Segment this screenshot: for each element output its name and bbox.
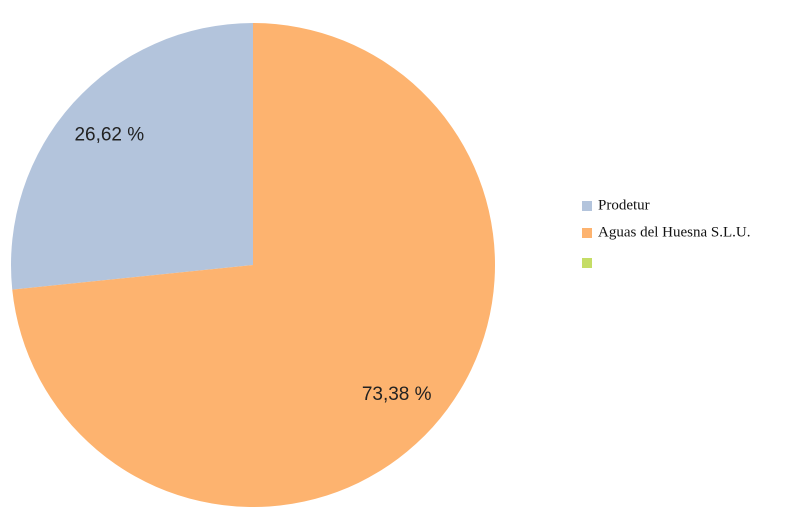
legend-label: Prodetur xyxy=(598,197,650,213)
data-label: 26,62 % xyxy=(74,124,144,145)
legend-swatch xyxy=(582,228,592,238)
legend-swatch xyxy=(582,258,592,268)
legend-label: Aguas del Huesna S.L.U. xyxy=(598,224,750,240)
data-label: 73,38 % xyxy=(362,384,432,405)
pie-slice xyxy=(12,23,496,507)
legend-swatch xyxy=(582,201,592,211)
pie-slice xyxy=(10,23,253,290)
